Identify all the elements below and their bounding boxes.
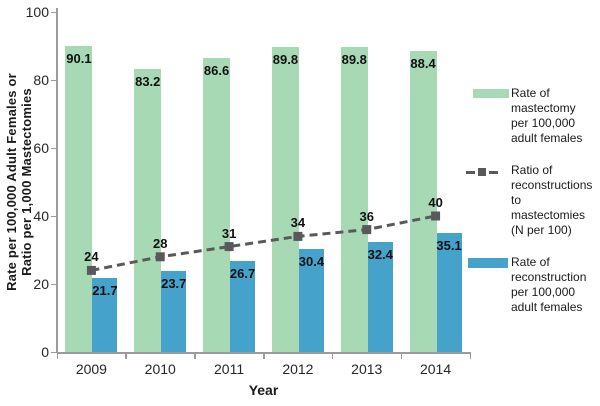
x-tick-label: 2011 <box>214 361 245 377</box>
x-tick-mark <box>194 352 196 359</box>
ratio-label: 28 <box>153 235 168 251</box>
x-tick-mark <box>263 352 265 359</box>
legend-label-line: reconstructions <box>511 178 593 192</box>
mastectomy-bar <box>340 46 368 352</box>
x-tick-label: 2009 <box>75 361 107 377</box>
y-tick-label: 80 <box>33 72 49 88</box>
y-tick-mark <box>51 11 57 13</box>
y-axis-line <box>56 8 58 352</box>
reconstruction-bar-label: 23.7 <box>161 276 187 292</box>
y-tick-mark <box>51 79 57 81</box>
legend-label-line: to mastectomies <box>511 193 586 222</box>
mastectomy-bar <box>271 46 299 352</box>
reconstruction-bar <box>230 261 256 352</box>
x-tick-mark <box>331 352 334 359</box>
mastectomy-bar <box>65 45 93 352</box>
legend-label-line: adult females <box>511 131 583 145</box>
mastectomy-bar-swatch-icon <box>473 89 509 98</box>
legend-item-reconstruction: Rate of reconstruction per 100,000 adult… <box>464 255 598 315</box>
y-tick-label: 100 <box>25 4 49 20</box>
reconstruction-bar-label: 30.4 <box>298 253 325 269</box>
x-tick-label: 2014 <box>419 361 452 377</box>
mastectomy-bar-label: 89.8 <box>272 51 299 67</box>
legend-label-line: per 100,000 <box>511 116 576 130</box>
legend-label-line: Rate of <box>511 255 550 269</box>
ratio-label: 31 <box>221 225 237 241</box>
y-tick-mark <box>51 215 57 217</box>
reconstruction-bar <box>92 278 118 352</box>
legend: Rate of mastectomy per 100,000 adult fem… <box>464 86 598 315</box>
ratio-label: 24 <box>84 249 99 265</box>
x-tick-label: 2013 <box>351 361 383 377</box>
x-tick-label: 2012 <box>282 361 314 377</box>
reconstruction-bar-swatch-icon <box>468 258 508 268</box>
y-tick-label: 60 <box>33 140 49 156</box>
dashed-line-marker-icon <box>466 168 498 176</box>
y-tick-mark <box>51 351 57 353</box>
legend-label-line: reconstruction <box>511 270 587 284</box>
legend-label-line: mastectomy <box>511 101 576 115</box>
x-tick-mark <box>400 352 403 359</box>
mastectomy-bar <box>134 69 162 352</box>
reconstruction-bar <box>161 271 187 352</box>
mastectomy-bar-label: 86.6 <box>203 62 230 78</box>
y-axis-title: Rate per 100,000 Adult Females or Ratio … <box>4 12 36 352</box>
ratio-label: 36 <box>359 208 374 224</box>
y-axis-title-line1: Rate per 100,000 Adult Females or <box>4 73 19 291</box>
y-tick-label: 0 <box>41 344 49 360</box>
ratio-label: 40 <box>428 195 443 210</box>
y-tick-mark <box>51 147 57 149</box>
x-tick-mark <box>125 352 127 359</box>
y-tick-label: 20 <box>33 276 49 292</box>
mastectomy-bar <box>203 57 231 352</box>
mastectomy-bar-label: 83.2 <box>135 74 161 90</box>
mastectomy-bar-label: 89.8 <box>341 51 367 67</box>
legend-item-mastectomy: Rate of mastectomy per 100,000 adult fem… <box>464 86 598 146</box>
reconstruction-bar-label: 32.4 <box>367 246 393 262</box>
legend-label-line: Ratio of <box>511 163 553 177</box>
legend-label-line: Rate of <box>511 86 550 100</box>
mastectomy-bar-label: 88.4 <box>410 56 436 72</box>
legend-item-ratio: Ratio of reconstructions to mastectomies… <box>464 163 598 238</box>
reconstruction-bar <box>436 232 462 352</box>
y-tick-label: 40 <box>33 208 49 224</box>
reconstruction-bar-label: 35.1 <box>436 237 462 253</box>
legend-label-line: adult females <box>511 300 583 314</box>
y-tick-mark <box>51 283 57 285</box>
reconstruction-bar-label: 26.7 <box>229 266 256 282</box>
reconstruction-bar-label: 21.7 <box>92 283 118 299</box>
mastectomy-bar-label: 90.1 <box>66 50 92 66</box>
legend-label-line: per 100,000 <box>511 285 576 299</box>
ratio-label: 34 <box>290 215 306 231</box>
x-tick-label: 2010 <box>144 361 176 377</box>
y-axis-title-line2: Ratio per 1,000 Mastectomies <box>19 88 34 276</box>
mastectomy-bar <box>409 51 437 352</box>
x-tick-mark <box>56 352 58 359</box>
legend-label-line: (N per 100) <box>511 223 572 237</box>
x-tick-mark <box>469 352 471 359</box>
x-axis-title: Year <box>248 382 279 398</box>
